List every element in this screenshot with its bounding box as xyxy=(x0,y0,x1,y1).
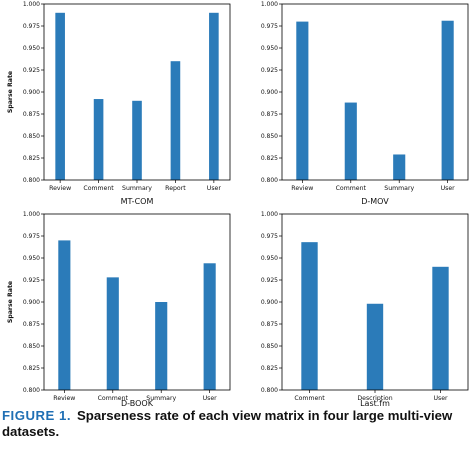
figure-caption: FIGURE 1. Sparseness rate of each view ma… xyxy=(2,408,472,440)
y-tick-label: 0.925 xyxy=(23,67,40,74)
chart-title: MT-COM xyxy=(121,197,154,206)
y-tick-label: 0.850 xyxy=(23,133,40,140)
bar xyxy=(132,100,142,180)
bar xyxy=(344,102,357,180)
bar xyxy=(155,302,168,390)
bar xyxy=(55,12,65,180)
y-axis-label: Sparse Rate xyxy=(7,281,14,323)
y-tick-label: 0.950 xyxy=(23,255,40,262)
y-tick-label: 0.825 xyxy=(261,365,278,372)
x-tick-label: User xyxy=(203,395,218,402)
y-tick-label: 0.975 xyxy=(261,233,278,240)
y-axis-label: Sparse Rate xyxy=(7,71,14,113)
y-tick-label: 0.875 xyxy=(23,321,40,328)
bar xyxy=(209,12,219,180)
x-tick-label: Review xyxy=(49,185,71,192)
x-tick-label: Comment xyxy=(294,395,325,402)
caption-label: FIGURE 1. xyxy=(2,408,71,423)
bar xyxy=(93,99,104,180)
y-tick-label: 0.825 xyxy=(23,155,40,162)
chart-title: D-MOV xyxy=(361,197,389,206)
y-tick-label: 0.925 xyxy=(261,277,278,284)
x-tick-label: Summary xyxy=(146,395,176,402)
y-tick-label: 0.900 xyxy=(261,89,278,96)
y-tick-label: 0.800 xyxy=(23,387,40,394)
x-tick-label: Report xyxy=(165,185,186,192)
y-tick-label: 0.925 xyxy=(261,67,278,74)
chart-panel-4: 0.800 0.825 0.850 0.875 0.900 0.925 0.950 0.975… xyxy=(261,211,469,408)
y-tick-label: 0.825 xyxy=(23,365,40,372)
y-tick-label: 0.875 xyxy=(261,111,278,118)
y-tick-label: 0.800 xyxy=(23,177,40,184)
bar xyxy=(106,277,119,390)
bar xyxy=(203,263,216,390)
bar xyxy=(170,61,181,181)
y-tick-label: 0.800 xyxy=(261,387,278,394)
y-tick-label: 0.800 xyxy=(261,177,278,184)
bar xyxy=(296,21,309,180)
x-tick-label: Comment xyxy=(98,395,129,402)
x-tick-label: Comment xyxy=(336,185,367,192)
y-tick-label: 1.000 xyxy=(23,1,40,8)
y-tick-label: 0.900 xyxy=(23,299,40,306)
x-tick-label: Review xyxy=(291,185,313,192)
y-tick-label: 0.975 xyxy=(261,23,278,30)
chart-title: D-BOOK xyxy=(121,399,154,406)
bar xyxy=(366,303,384,390)
y-tick-label: 0.925 xyxy=(23,277,40,284)
x-tick-label: Description xyxy=(357,395,392,402)
y-tick-label: 0.975 xyxy=(23,23,40,30)
y-tick-label: 0.950 xyxy=(261,255,278,262)
chart-title: Last.fm xyxy=(360,399,390,406)
y-tick-label: 0.950 xyxy=(261,45,278,52)
bar xyxy=(441,20,454,180)
chart-panel-2: 0.800 0.825 0.850 0.875 0.900 0.925 0.950 0.975… xyxy=(261,1,469,206)
plot-frame xyxy=(281,3,469,181)
y-tick-label: 0.950 xyxy=(23,45,40,52)
x-tick-label: User xyxy=(207,185,222,192)
x-tick-label: Summary xyxy=(122,185,152,192)
x-tick-label: User xyxy=(433,395,448,402)
y-tick-label: 0.975 xyxy=(23,233,40,240)
x-tick-label: Review xyxy=(53,395,75,402)
y-tick-label: 0.900 xyxy=(23,89,40,96)
y-tick-label: 0.825 xyxy=(261,155,278,162)
bar xyxy=(58,240,71,390)
bar xyxy=(393,154,406,180)
y-tick-label: 1.000 xyxy=(23,211,40,218)
bar xyxy=(432,266,449,390)
charts-canvas: 0.800 0.825 0.850 0.875 0.900 0.925 0.950 0.975… xyxy=(7,1,469,408)
caption-text: Sparseness rate of each view matrix in f… xyxy=(2,408,453,439)
plot-frame xyxy=(43,213,231,391)
chart-panel-1: 0.800 0.825 0.850 0.875 0.900 0.925 0.950 0.975… xyxy=(7,1,231,206)
y-tick-label: 0.850 xyxy=(261,133,278,140)
bar xyxy=(301,242,318,390)
x-tick-label: Comment xyxy=(83,185,114,192)
x-tick-label: Summary xyxy=(384,185,414,192)
y-tick-label: 0.875 xyxy=(261,321,278,328)
y-tick-label: 0.875 xyxy=(23,111,40,118)
y-tick-label: 1.000 xyxy=(261,1,278,8)
y-tick-label: 1.000 xyxy=(261,211,278,218)
chart-panel-3: 0.800 0.825 0.850 0.875 0.900 0.925 0.950 0.975… xyxy=(7,211,231,408)
y-tick-label: 0.900 xyxy=(261,299,278,306)
y-tick-label: 0.850 xyxy=(23,343,40,350)
x-tick-label: User xyxy=(441,185,456,192)
y-tick-label: 0.850 xyxy=(261,343,278,350)
